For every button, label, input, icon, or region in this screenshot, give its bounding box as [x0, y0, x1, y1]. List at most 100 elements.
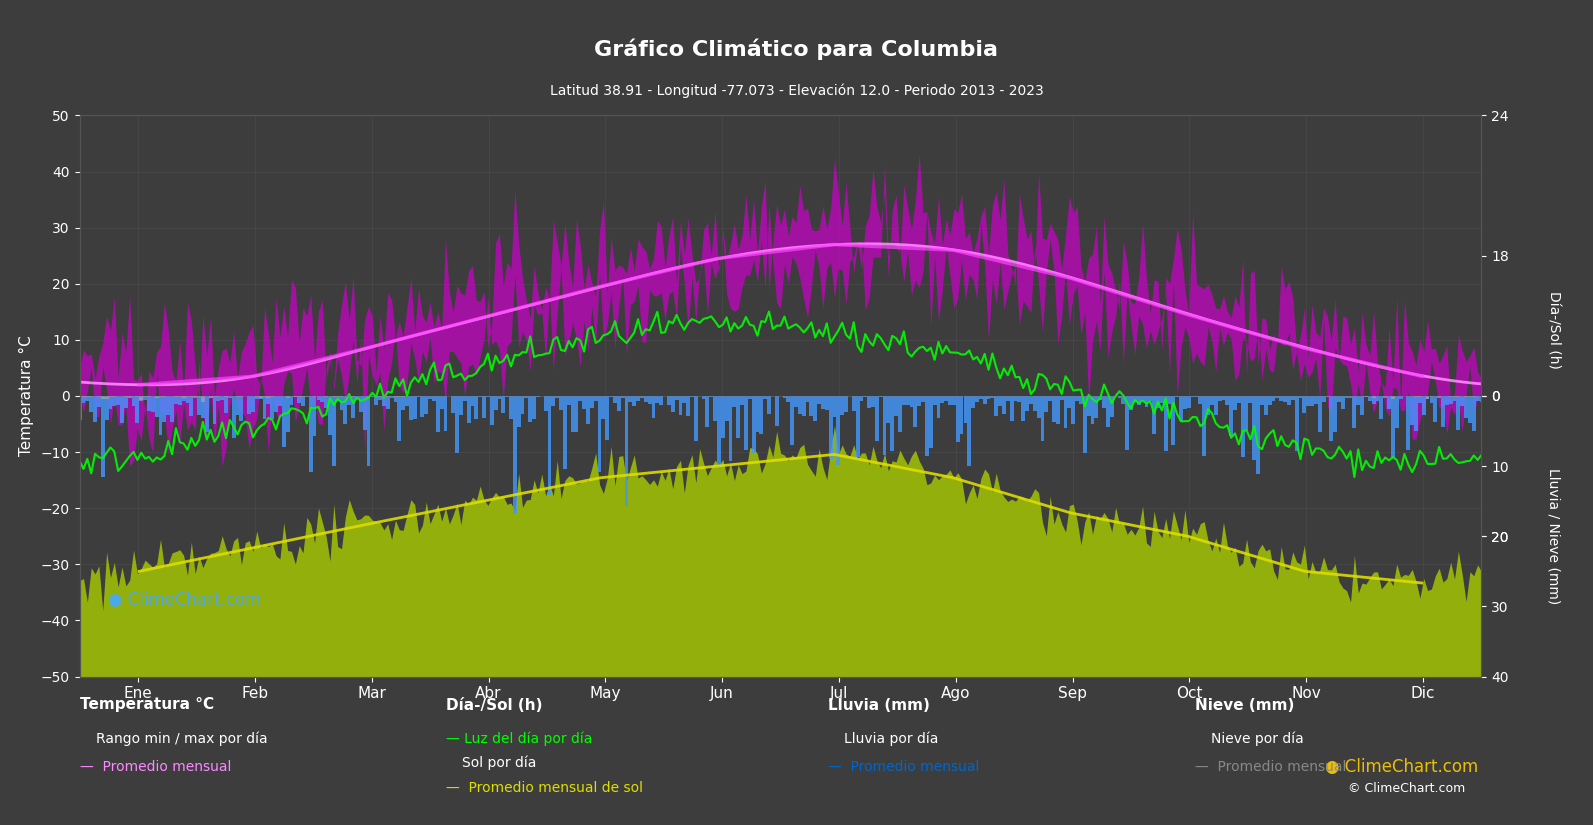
Bar — [108, 396, 113, 409]
Bar — [1176, 396, 1179, 397]
Bar — [906, 396, 910, 405]
Bar — [1072, 396, 1075, 424]
Bar — [1372, 396, 1376, 404]
Bar — [371, 396, 374, 398]
Bar — [1010, 396, 1013, 421]
Y-axis label: Temperatura °C: Temperatura °C — [19, 336, 33, 456]
Text: —  Promedio mensual de sol: — Promedio mensual de sol — [446, 781, 644, 795]
Bar — [926, 396, 929, 456]
Bar — [1306, 396, 1309, 407]
Bar — [350, 396, 355, 418]
Bar — [898, 396, 902, 432]
Bar — [556, 396, 559, 398]
Bar — [782, 396, 787, 398]
Bar — [325, 396, 328, 408]
Bar — [201, 396, 205, 418]
Bar — [1380, 396, 1383, 419]
Bar — [768, 396, 771, 414]
Bar — [475, 396, 478, 419]
Bar — [1157, 396, 1160, 408]
Bar — [135, 396, 139, 423]
Bar — [1282, 396, 1287, 402]
Bar — [225, 396, 228, 412]
Text: Lluvia / Nieve (mm): Lluvia / Nieve (mm) — [1547, 468, 1560, 605]
Bar — [940, 396, 945, 403]
Text: Latitud 38.91 - Longitud -77.073 - Elevación 12.0 - Periodo 2013 - 2023: Latitud 38.91 - Longitud -77.073 - Eleva… — [550, 83, 1043, 98]
Bar — [1271, 396, 1276, 401]
Bar — [1383, 396, 1388, 398]
Bar — [1029, 396, 1032, 403]
Bar — [883, 396, 886, 455]
Bar — [198, 396, 201, 398]
Bar — [1423, 396, 1426, 415]
Bar — [921, 396, 926, 402]
Bar — [959, 396, 964, 433]
Bar — [589, 396, 594, 408]
Bar — [1152, 396, 1157, 434]
Bar — [1026, 396, 1029, 411]
Bar — [147, 396, 151, 397]
Bar — [586, 396, 589, 424]
Bar — [139, 396, 143, 400]
Bar — [1257, 396, 1260, 474]
Bar — [1160, 396, 1164, 403]
Bar — [255, 396, 258, 399]
Bar — [1249, 396, 1252, 403]
Bar — [1059, 396, 1064, 400]
Bar — [1086, 396, 1091, 416]
Bar — [945, 396, 948, 401]
Bar — [1461, 396, 1464, 406]
Bar — [871, 396, 875, 407]
Bar — [1179, 396, 1184, 421]
Bar — [443, 396, 448, 431]
Bar — [1453, 396, 1456, 401]
Bar — [178, 396, 182, 398]
Bar — [309, 396, 312, 472]
Bar — [127, 396, 132, 398]
Bar — [1018, 396, 1021, 402]
Bar — [162, 396, 166, 397]
Text: Día-/Sol (h): Día-/Sol (h) — [446, 697, 543, 713]
Bar — [1106, 396, 1110, 427]
Bar — [358, 396, 363, 412]
Bar — [1164, 396, 1168, 450]
Bar — [752, 396, 755, 454]
Bar — [1368, 396, 1372, 401]
Bar — [467, 396, 470, 423]
Bar — [92, 396, 97, 422]
Bar — [489, 396, 494, 425]
Bar — [814, 396, 817, 422]
Bar — [401, 396, 405, 397]
Text: © ClimeChart.com: © ClimeChart.com — [1348, 782, 1466, 795]
Text: ● ClimeChart.com: ● ClimeChart.com — [1325, 758, 1478, 776]
Bar — [459, 396, 464, 415]
Bar — [336, 396, 339, 397]
Bar — [1314, 396, 1317, 404]
Bar — [809, 396, 814, 416]
Bar — [266, 396, 271, 403]
Bar — [1415, 396, 1418, 397]
Bar — [1407, 396, 1410, 450]
Bar — [855, 396, 860, 457]
Bar — [597, 396, 602, 472]
Bar — [212, 396, 217, 424]
Bar — [1448, 396, 1453, 403]
Bar — [1337, 396, 1341, 402]
Bar — [1395, 396, 1399, 428]
Bar — [1303, 396, 1306, 413]
Bar — [320, 396, 325, 402]
Bar — [401, 396, 405, 410]
Bar — [1217, 396, 1222, 401]
Bar — [100, 396, 105, 398]
Bar — [1426, 396, 1429, 398]
Bar — [382, 396, 386, 406]
Bar — [1137, 396, 1141, 405]
Bar — [456, 396, 459, 453]
Bar — [413, 396, 417, 419]
Bar — [1298, 396, 1303, 398]
Bar — [1013, 396, 1018, 400]
Bar — [301, 396, 304, 406]
Bar — [1064, 396, 1067, 428]
Bar — [304, 396, 309, 397]
Bar — [198, 396, 201, 415]
